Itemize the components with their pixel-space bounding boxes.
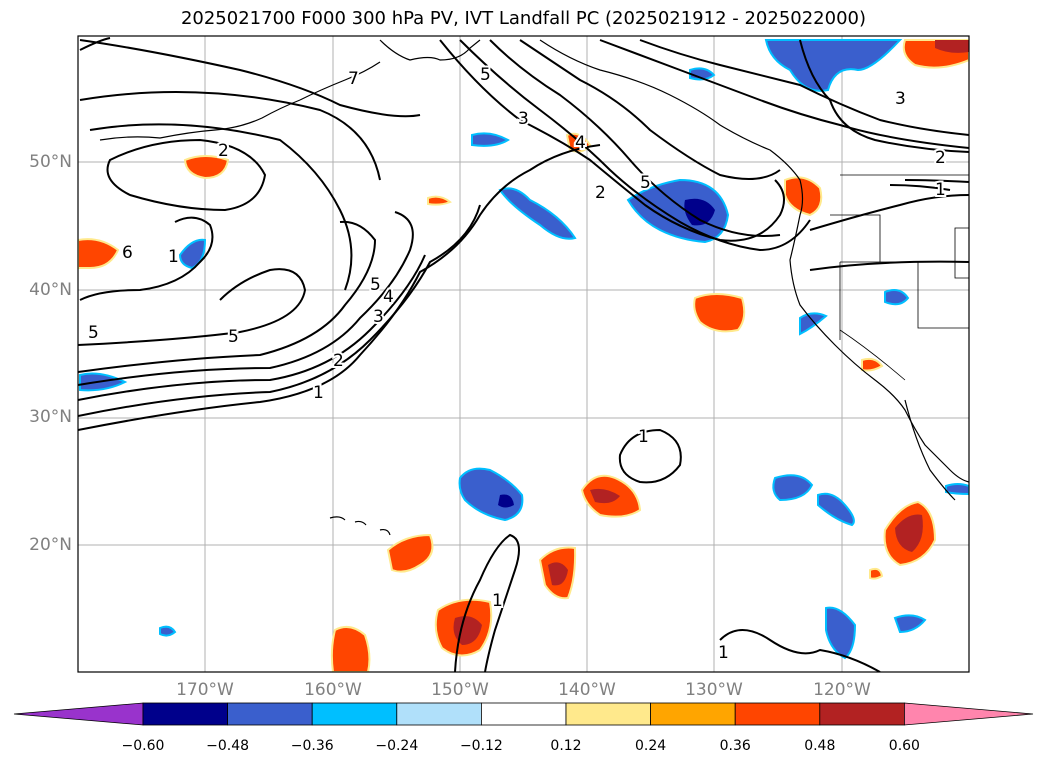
- contour-label: 4: [575, 133, 586, 153]
- colorbar-tick: 0.60: [888, 738, 920, 754]
- contour-label: 1: [313, 383, 324, 403]
- lon-label: 140°W: [558, 680, 616, 700]
- contour-label: 1: [935, 180, 946, 200]
- contour-label: 1: [492, 591, 503, 611]
- colorbar-extend-low: [13, 702, 144, 726]
- lat-label: 30°N: [29, 407, 72, 427]
- colorbar-tick: 0.12: [550, 738, 582, 754]
- contour-label: 3: [895, 89, 906, 109]
- colorbar-tick: −0.12: [459, 738, 503, 754]
- contour-label: 7: [348, 69, 359, 89]
- colorbar-tick: −0.48: [206, 738, 250, 754]
- colorbar-extend-high: [904, 702, 1034, 726]
- contour-label: 2: [218, 141, 229, 161]
- colorbar-tick: −0.60: [121, 738, 165, 754]
- colorbar-tick: 0.36: [719, 738, 751, 754]
- map-area: [78, 36, 969, 672]
- lon-label: 170°W: [176, 680, 234, 700]
- contour-label: 5: [228, 327, 239, 347]
- contour-label: 2: [333, 351, 344, 371]
- map-frame: [77, 35, 970, 673]
- contour-label: 5: [370, 275, 381, 295]
- contour-label: 2: [595, 183, 606, 203]
- lon-label: 160°W: [304, 680, 362, 700]
- colorbar-tick: −0.24: [375, 738, 419, 754]
- lat-label: 50°N: [29, 152, 72, 172]
- colorbar-tick: 0.24: [635, 738, 667, 754]
- coastlines: [99, 39, 969, 536]
- colorbar: [13, 702, 1034, 726]
- contour-label: 4: [383, 287, 394, 307]
- contour-label: 1: [168, 247, 179, 267]
- contour-labels: 2 5 3 2 5 1 2 3 6 1 5 4 3 2 1 5 5 1 1 1 …: [86, 63, 948, 665]
- positive-anomaly-regions: [78, 39, 969, 672]
- negative-anomaly-regions: [79, 39, 969, 660]
- contour-label: 2: [935, 148, 946, 168]
- contour-label: 5: [480, 65, 491, 85]
- lat-label: 20°N: [29, 535, 72, 555]
- colorbar-tick: −0.36: [290, 738, 334, 754]
- lat-label: 40°N: [29, 280, 72, 300]
- map-title: 2025021700 F000 300 hPa PV, IVT Landfall…: [180, 8, 867, 29]
- lon-label: 150°W: [431, 680, 489, 700]
- pv-contours: [78, 37, 969, 672]
- contour-label: 3: [373, 307, 384, 327]
- contour-label: 1: [718, 643, 729, 663]
- lon-label: 130°W: [685, 680, 743, 700]
- contour-label: 5: [640, 173, 651, 193]
- lon-label: 120°W: [813, 680, 871, 700]
- gridlines: [78, 36, 969, 672]
- contour-label: 6: [122, 243, 133, 263]
- contour-label: 3: [518, 109, 529, 129]
- contour-label: 5: [88, 323, 99, 343]
- colorbar-tick: 0.48: [804, 738, 836, 754]
- contour-label: 1: [638, 427, 649, 447]
